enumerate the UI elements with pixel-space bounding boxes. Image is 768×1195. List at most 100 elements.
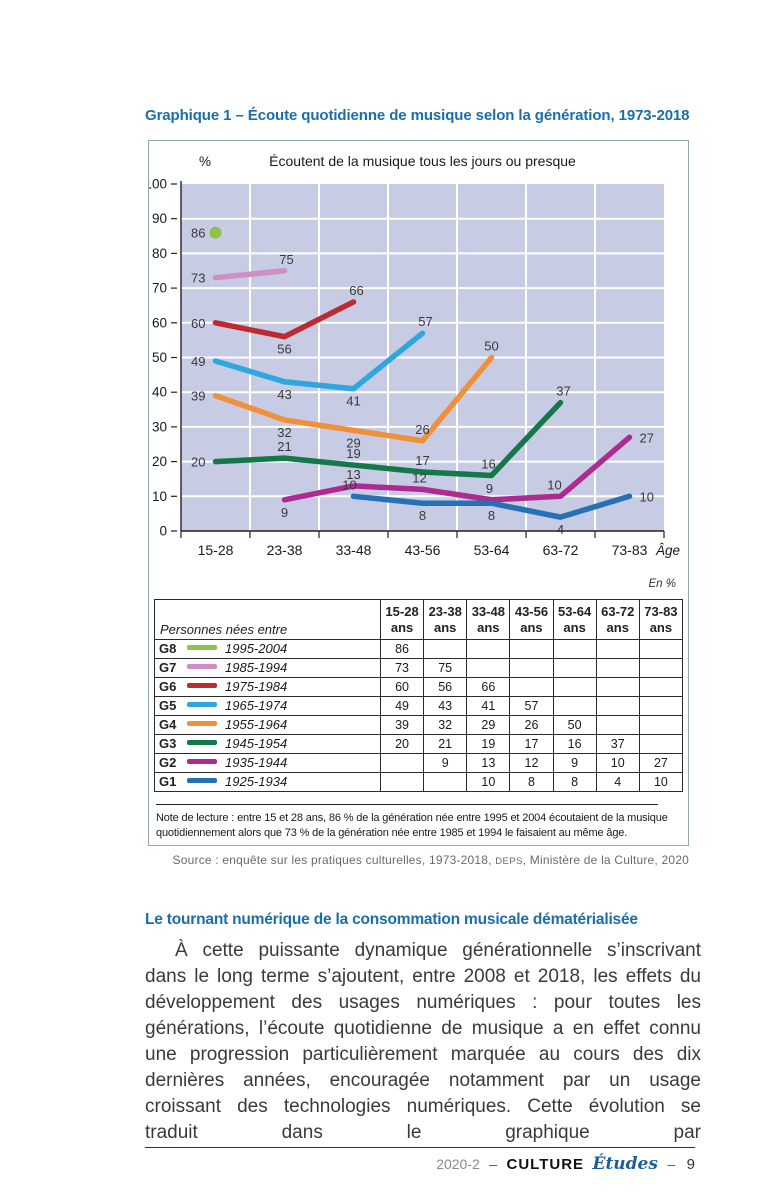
legend-cell: G3 1945-1954 xyxy=(154,734,381,754)
data-point-label: 57 xyxy=(418,314,432,329)
table-value-cell: 10 xyxy=(466,772,511,792)
generation-period: 1975-1984 xyxy=(225,679,288,694)
section-heading: Le tournant numérique de la consommation… xyxy=(145,911,638,928)
table-value-cell: 8 xyxy=(552,772,597,792)
data-point-label: 66 xyxy=(349,283,363,298)
y-tick-label: 0 xyxy=(159,524,167,539)
legend-cell: G4 1955-1964 xyxy=(154,715,381,735)
table-value-cell: 56 xyxy=(423,677,468,697)
data-point-label: 21 xyxy=(277,439,291,454)
table-value-cell xyxy=(509,658,554,678)
data-point-label: 9 xyxy=(281,505,288,520)
footer-page-number: 9 xyxy=(686,1156,695,1173)
table-row: G8 1995-2004 86 xyxy=(154,639,684,659)
x-tick-label: 43-56 xyxy=(405,542,441,558)
data-point-label: 4 xyxy=(557,522,564,537)
y-tick-label: 100 xyxy=(149,177,167,192)
table-col-header: 73-83 ans xyxy=(638,599,684,640)
table-value-cell xyxy=(509,639,554,659)
table-value-cell: 86 xyxy=(379,639,425,659)
table-value-cell: 43 xyxy=(423,696,468,716)
generation-code: G7 xyxy=(159,660,177,675)
series-line-G1 xyxy=(350,493,633,520)
table-value-cell: 49 xyxy=(379,696,425,716)
figure-title: Graphique 1 – Écoute quotidienne de musi… xyxy=(145,107,690,124)
generation-code: G2 xyxy=(159,755,177,770)
table-value-cell xyxy=(638,677,684,697)
table-value-cell xyxy=(638,715,684,735)
y-tick-label: 60 xyxy=(152,315,167,330)
x-tick-label: 23-38 xyxy=(267,542,303,558)
table-value-cell: 29 xyxy=(466,715,511,735)
generation-period: 1945-1954 xyxy=(225,736,288,751)
figure-box: 0 10 20 30 40 50 60 70 80 90 100 15-28 23-38 33-48 43-… xyxy=(144,140,689,846)
footer-dash: – xyxy=(667,1156,676,1172)
data-point-label: 17 xyxy=(415,453,429,468)
table-value-cell: 16 xyxy=(552,734,597,754)
legend-cell: G2 1935-1944 xyxy=(154,753,381,773)
table-value-cell xyxy=(423,772,468,792)
generation-code: G3 xyxy=(159,736,177,751)
reading-note: Note de lecture : entre 15 et 28 ans, 86… xyxy=(156,812,668,839)
table-value-cell: 4 xyxy=(595,772,640,792)
table-value-cell: 27 xyxy=(638,753,684,773)
generation-period: 1965-1974 xyxy=(225,698,288,713)
table-value-cell xyxy=(466,658,511,678)
table-value-cell xyxy=(509,677,554,697)
x-tick-label: 15-28 xyxy=(198,542,234,558)
footer: 2020-2 – CULTURE Études – 9 xyxy=(145,1154,695,1174)
legend-cell: G8 1995-2004 xyxy=(154,639,381,659)
legend-cell: G7 1985-1994 xyxy=(154,658,381,678)
table-value-cell: 13 xyxy=(466,753,511,773)
table-col-header: 63-72 ans xyxy=(595,599,640,640)
series-color-swatch xyxy=(187,702,217,708)
x-tick-label: 63-72 xyxy=(543,542,579,558)
body-paragraph: À cette puissante dynamique générationne… xyxy=(145,940,701,1143)
data-point-label: 19 xyxy=(346,446,360,461)
y-tick-label: 50 xyxy=(152,350,167,365)
table-value-cell: 32 xyxy=(423,715,468,735)
table-value-cell: 20 xyxy=(379,734,425,754)
generation-code: G4 xyxy=(159,717,177,732)
y-axis-title: % xyxy=(199,154,211,169)
y-tick-label: 90 xyxy=(152,211,167,226)
table-row: G5 1965-1974 49 43 41 57 xyxy=(154,696,684,716)
data-point-label: 56 xyxy=(277,342,291,357)
table-value-cell xyxy=(595,639,640,659)
series-line-G4 xyxy=(212,354,495,444)
series-line-G7 xyxy=(212,268,288,281)
generation-period: 1985-1994 xyxy=(225,660,288,675)
series-line-G2 xyxy=(281,434,633,503)
data-point-label: 8 xyxy=(419,508,426,523)
data-point-label: 8 xyxy=(488,508,495,523)
table-col-header: 23-38 ans xyxy=(423,599,468,640)
data-point-label: 10 xyxy=(547,477,561,492)
series-color-swatch xyxy=(187,778,217,784)
table-value-cell: 50 xyxy=(552,715,597,735)
legend-cell: G1 1925-1934 xyxy=(154,772,381,792)
table-value-cell xyxy=(638,639,684,659)
table-value-cell xyxy=(595,677,640,697)
chart-area: 0 10 20 30 40 50 60 70 80 90 100 15-28 23-38 33-48 43-… xyxy=(144,141,688,583)
table-value-cell: 66 xyxy=(466,677,511,697)
generation-period: 1955-1964 xyxy=(225,717,288,732)
generation-code: G1 xyxy=(159,774,177,789)
table-value-cell xyxy=(595,696,640,716)
table-value-cell: 17 xyxy=(509,734,554,754)
table-value-cell xyxy=(552,696,597,716)
table-value-cell xyxy=(638,696,684,716)
data-point-label: 10 xyxy=(342,477,356,492)
table-value-cell xyxy=(466,639,511,659)
table-value-cell xyxy=(552,677,597,697)
data-point-label: 9 xyxy=(486,481,493,496)
data-point-label: 49 xyxy=(191,354,205,369)
y-tick-label: 30 xyxy=(152,419,167,434)
series-color-swatch xyxy=(187,740,217,746)
table-value-cell: 19 xyxy=(466,734,511,754)
data-point-label: 12 xyxy=(412,470,426,485)
table-row: G6 1975-1984 60 56 66 xyxy=(154,677,684,697)
table-col-header: 43-56 ans xyxy=(509,599,554,640)
data-point-label: 32 xyxy=(277,425,291,440)
source-line: Source : enquête sur les pratiques cultu… xyxy=(148,853,689,867)
data-point-label: 26 xyxy=(415,422,429,437)
